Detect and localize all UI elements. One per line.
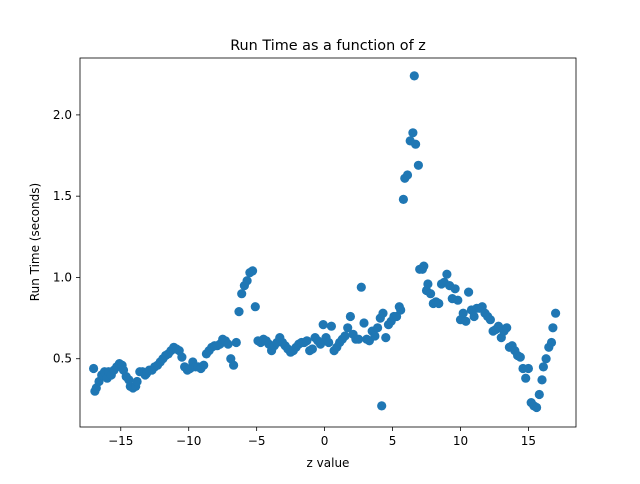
x-tick-label: 5 — [389, 434, 397, 448]
data-point — [538, 362, 549, 372]
data-point — [408, 128, 418, 138]
data-point — [434, 298, 444, 309]
data-point — [398, 194, 408, 204]
y-tick-label: 1.5 — [53, 189, 72, 203]
x-tick-label: 10 — [453, 434, 468, 448]
x-tick-label: −15 — [108, 434, 133, 448]
data-point — [248, 266, 258, 276]
data-point — [396, 305, 406, 315]
data-point — [340, 331, 350, 341]
data-point — [250, 302, 260, 312]
data-point — [534, 389, 544, 400]
data-point — [377, 401, 387, 411]
y-tick-label: 0.5 — [53, 352, 72, 366]
data-point — [546, 337, 557, 348]
y-axis-ticks: 0.5 1.0 1.5 2.0 — [53, 108, 80, 366]
y-axis-label: Run Time (seconds) — [28, 183, 42, 301]
data-point — [326, 321, 336, 331]
data-points — [89, 71, 561, 413]
data-point — [419, 261, 429, 271]
data-point — [442, 269, 452, 279]
data-point — [485, 315, 495, 325]
data-point — [354, 334, 364, 344]
data-point — [521, 373, 531, 383]
data-point — [502, 323, 512, 333]
data-point — [373, 323, 383, 333]
y-tick-label: 2.0 — [53, 108, 72, 122]
data-point — [532, 402, 542, 413]
x-tick-label: −10 — [176, 434, 201, 448]
data-point — [450, 284, 460, 294]
data-point — [402, 170, 413, 180]
plot-frame — [79, 57, 577, 428]
x-tick-label: 15 — [521, 434, 536, 448]
data-point — [89, 363, 99, 374]
data-point — [343, 323, 353, 333]
data-point — [231, 337, 241, 348]
data-point — [541, 354, 551, 364]
data-point — [423, 279, 433, 289]
data-point — [411, 139, 421, 149]
x-tick-label: 0 — [321, 434, 329, 448]
data-point — [413, 160, 423, 170]
data-point — [177, 352, 187, 362]
data-point — [229, 360, 239, 370]
data-point — [307, 344, 317, 354]
data-point — [548, 323, 558, 333]
data-point — [359, 318, 369, 328]
data-point — [356, 282, 366, 292]
data-point — [345, 311, 355, 322]
x-axis-ticks: −15 −10 −5 0 5 10 15 — [108, 427, 536, 448]
data-point — [370, 331, 380, 341]
data-point — [302, 336, 312, 346]
data-point — [469, 311, 479, 322]
data-point — [458, 308, 468, 318]
data-point — [234, 307, 244, 317]
data-point — [461, 316, 471, 326]
data-point — [537, 375, 547, 385]
data-point — [551, 308, 561, 318]
data-point — [223, 339, 233, 349]
data-point — [132, 376, 142, 387]
data-point — [464, 287, 474, 297]
data-point — [381, 333, 391, 343]
data-point — [237, 289, 247, 299]
data-point — [242, 276, 252, 286]
data-point — [453, 295, 463, 305]
data-point — [318, 320, 328, 330]
data-point — [315, 339, 326, 349]
data-point — [199, 360, 209, 370]
chart-title: Run Time as a function of z — [230, 38, 426, 54]
data-point — [523, 363, 534, 374]
x-axis-label: z value — [307, 456, 350, 470]
y-tick-label: 1.0 — [53, 270, 72, 284]
data-point — [409, 71, 419, 81]
data-point — [515, 352, 525, 362]
data-point — [378, 308, 388, 318]
data-point — [324, 337, 334, 348]
data-point — [426, 289, 436, 299]
x-tick-label: −5 — [248, 434, 266, 448]
